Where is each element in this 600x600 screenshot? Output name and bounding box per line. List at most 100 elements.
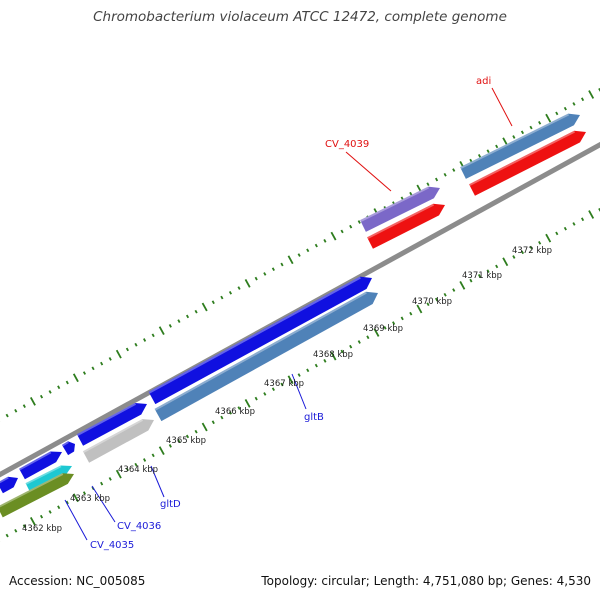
gene-cv4039-red[interactable] <box>367 203 445 249</box>
inner-tick-ring <box>0 207 600 542</box>
inner-ring-tick <box>168 444 172 448</box>
gene-adi-red[interactable] <box>469 130 586 196</box>
ruler-label-4369: 4369 kbp <box>363 324 403 334</box>
gene-label-cv4039[interactable]: CV_4039 <box>325 139 369 150</box>
genome-title: Chromobacterium violaceum ATCC 12472, co… <box>93 9 507 25</box>
outer-ring-tick <box>244 278 251 288</box>
outer-ring-tick <box>297 253 301 257</box>
gene-cv4036[interactable] <box>25 465 72 493</box>
outer-ring-tick <box>48 390 52 394</box>
ruler-label-4367: 4367 kbp <box>264 379 304 389</box>
inner-ring-tick <box>211 420 215 425</box>
outer-ring-tick <box>151 333 155 338</box>
topology-stats-text: Topology: circular; Length: 4,751,080 bp… <box>261 574 591 588</box>
gene-gltb[interactable] <box>154 291 378 422</box>
outer-ring-tick <box>65 380 69 385</box>
inner-ring-tick <box>426 302 430 307</box>
outer-ring-tick <box>477 154 482 158</box>
gene-label-cv4036[interactable]: CV_4036 <box>117 521 161 532</box>
inner-ring-tick <box>244 398 251 408</box>
outer-ring-tick <box>520 130 525 135</box>
inner-ring-tick <box>512 255 516 259</box>
outer-ring-tick <box>194 309 198 314</box>
inner-ring-tick <box>151 453 155 458</box>
label-leader-line <box>64 499 88 541</box>
inner-ring-tick <box>409 311 413 316</box>
outer-ring-tick <box>357 220 361 224</box>
inner-ring-tick <box>297 373 301 377</box>
gene-label-gltb[interactable]: gltB <box>304 412 324 423</box>
outer-ring-tick <box>263 272 267 276</box>
gene-label-gltd[interactable]: gltD <box>160 499 181 510</box>
gene-adi-upper[interactable] <box>460 113 580 179</box>
inner-ring-tick <box>357 340 361 344</box>
outer-ring-tick <box>469 158 473 163</box>
inner-ring-tick <box>545 233 552 243</box>
inner-ring-tick <box>416 304 423 314</box>
inner-ring-tick <box>529 245 533 250</box>
gene-cv4035[interactable] <box>0 473 74 518</box>
outer-ring-tick <box>580 97 585 102</box>
inner-ring-tick <box>520 250 525 255</box>
gene-gltd[interactable] <box>82 419 154 463</box>
label-leader-line <box>345 151 392 192</box>
outer-ring-tick <box>306 248 310 253</box>
inner-ring-tick <box>108 477 112 481</box>
inner-ring-tick <box>443 292 447 297</box>
outer-ring-tick <box>29 397 36 406</box>
outer-ring-tick <box>108 357 112 361</box>
inner-ring-tick <box>572 222 576 226</box>
inner-ring-tick <box>563 226 567 231</box>
inner-ring-tick <box>280 382 284 387</box>
gene-blue-small[interactable] <box>61 441 75 456</box>
gene-label-cv4035[interactable]: CV_4035 <box>90 540 134 551</box>
inner-ring-tick <box>323 359 327 363</box>
outer-ring-tick <box>220 295 224 300</box>
ruler-label-4364: 4364 kbp <box>118 465 158 475</box>
outer-ring-tick <box>340 229 344 234</box>
outer-tick-ring <box>0 87 600 422</box>
gene-blue-left[interactable] <box>19 451 62 480</box>
inner-ring-tick <box>125 467 129 472</box>
gene-label-adi[interactable]: adi <box>476 76 491 87</box>
inner-ring-tick <box>39 514 44 519</box>
inner-ring-tick <box>366 335 370 340</box>
inner-ring-tick <box>349 344 353 349</box>
inner-ring-tick <box>314 363 318 368</box>
outer-ring-tick <box>14 409 18 413</box>
gene-blue-mid[interactable] <box>76 402 147 446</box>
gene-cv4039-upper[interactable] <box>360 186 440 232</box>
inner-ring-tick <box>220 415 224 420</box>
outer-ring-tick <box>426 182 430 187</box>
inner-ring-tick <box>486 269 490 274</box>
label-leader-line <box>91 485 116 523</box>
inner-ring-tick <box>48 510 52 514</box>
ruler-labels: 4362 kbp 4363 kbp 4364 kbp 4365 kbp 4366… <box>22 246 552 534</box>
gene-blue-edge[interactable] <box>0 476 18 494</box>
inner-ring-tick <box>57 505 61 510</box>
inner-ring-tick <box>306 368 310 373</box>
gene-labels: adi CV_4039 gltB gltD CV_4036 CV_4035 <box>90 76 491 551</box>
inner-ring-tick <box>5 533 9 538</box>
gene-blue-long[interactable] <box>148 276 372 405</box>
inner-ring-tick <box>158 446 165 455</box>
outer-ring-tick <box>211 300 215 305</box>
outer-ring-tick <box>330 231 337 241</box>
outer-ring-tick <box>22 404 26 408</box>
ruler-label-4365: 4365 kbp <box>166 436 206 446</box>
outer-ring-tick <box>158 326 165 335</box>
inner-ring-tick <box>263 392 267 396</box>
inner-ring-tick <box>538 241 542 245</box>
outer-ring-tick <box>143 338 147 342</box>
inner-ring-tick <box>201 422 208 432</box>
outer-ring-tick <box>100 361 104 366</box>
inner-ring-tick <box>330 351 337 361</box>
inner-ring-tick <box>143 458 147 462</box>
outer-ring-tick <box>254 276 258 281</box>
outer-ring-tick <box>237 286 241 290</box>
label-leader-line <box>150 465 165 498</box>
inner-ring-tick <box>72 493 79 503</box>
outer-ring-tick <box>529 125 533 130</box>
outer-ring-tick <box>177 319 181 323</box>
